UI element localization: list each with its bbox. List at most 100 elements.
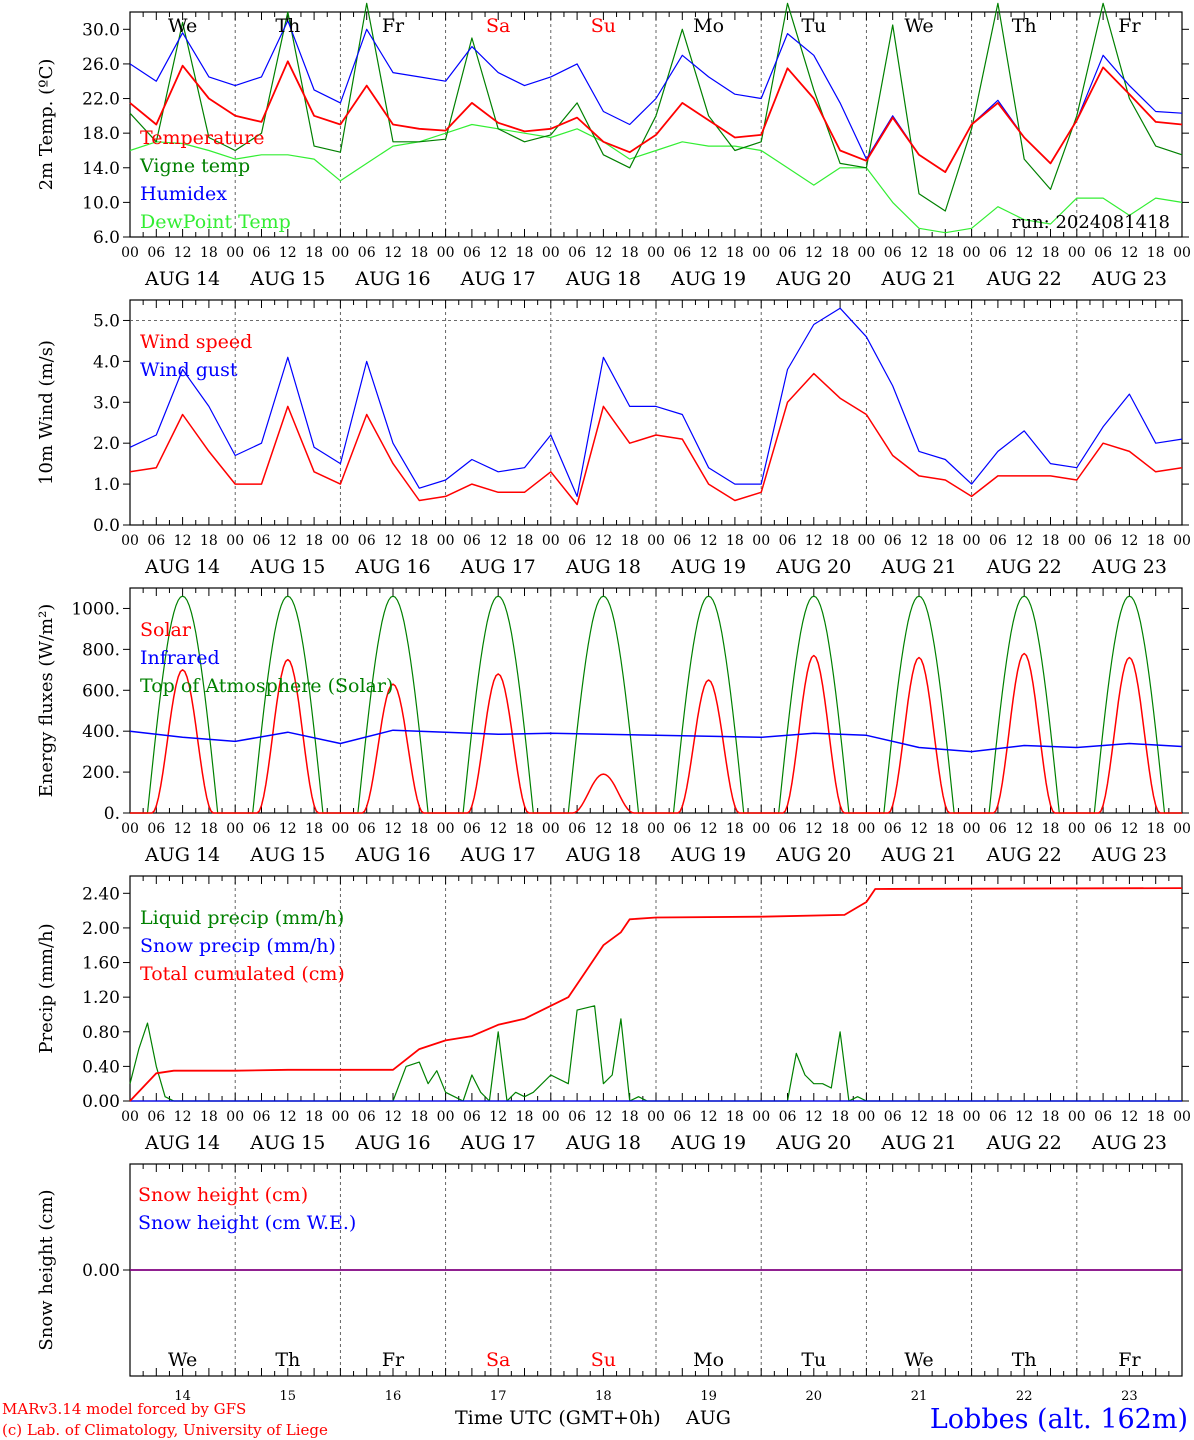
x-hour-tick-label: 00 xyxy=(1173,1109,1191,1125)
x-date-label: AUG 17 xyxy=(460,268,536,290)
x-hour-tick-label: 00 xyxy=(121,821,139,837)
x-hour-tick-label: 00 xyxy=(857,1109,875,1125)
x-hour-tick-label: 12 xyxy=(700,245,718,261)
x-date-label: AUG 20 xyxy=(775,844,851,866)
x-hour-tick-label: 00 xyxy=(963,1109,981,1125)
x-hour-tick-label: 00 xyxy=(542,245,560,261)
x-hour-tick-label: 12 xyxy=(910,821,928,837)
x-hour-tick-label: 00 xyxy=(1173,245,1191,261)
day-number-label: 22 xyxy=(1016,1389,1033,1404)
weekday-label: Fr xyxy=(1118,15,1141,37)
x-hour-tick-label: 00 xyxy=(752,1109,770,1125)
day-number-label: 20 xyxy=(806,1389,823,1404)
x-hour-tick-label: 06 xyxy=(884,1109,902,1125)
series-line-wind-gust xyxy=(129,307,1183,497)
x-date-label: AUG 19 xyxy=(670,1132,746,1154)
x-hour-tick-label: 00 xyxy=(226,1109,244,1125)
x-hour-tick-label: 12 xyxy=(384,821,402,837)
series-line-humidex xyxy=(129,20,1183,173)
x-date-label: AUG 14 xyxy=(144,268,220,290)
weekday-label: Th xyxy=(1012,1349,1037,1371)
x-hour-tick-label: 12 xyxy=(489,821,507,837)
weekday-label: Mo xyxy=(693,15,724,37)
legend-entry: Snow height (cm) xyxy=(138,1184,308,1206)
x-hour-tick-label: 06 xyxy=(989,245,1007,261)
legend-entry: Wind speed xyxy=(140,331,252,353)
x-hour-tick-label: 12 xyxy=(910,245,928,261)
x-date-label: AUG 21 xyxy=(880,844,956,866)
x-hour-tick-label: 12 xyxy=(1120,533,1138,549)
x-hour-tick-label: 18 xyxy=(200,821,218,837)
x-hour-tick-label: 06 xyxy=(463,533,481,549)
x-hour-tick-label: 00 xyxy=(226,821,244,837)
x-hour-tick-label: 18 xyxy=(1042,1109,1060,1125)
x-hour-tick-label: 06 xyxy=(358,533,376,549)
x-date-label: AUG 20 xyxy=(775,268,851,290)
x-date-label: AUG 15 xyxy=(249,844,325,866)
x-hour-tick-label: 12 xyxy=(805,1109,823,1125)
x-hour-tick-label: 18 xyxy=(936,245,954,261)
x-hour-tick-label: 18 xyxy=(516,821,534,837)
x-hour-tick-label: 12 xyxy=(174,1109,192,1125)
x-hour-tick-label: 00 xyxy=(857,245,875,261)
legend-entry: Temperature xyxy=(140,127,264,149)
legend-entry: Infrared xyxy=(140,647,220,669)
x-hour-tick-label: 00 xyxy=(121,533,139,549)
series-line-solar xyxy=(130,652,1182,814)
x-hour-tick-label: 12 xyxy=(384,1109,402,1125)
x-hour-tick-label: 12 xyxy=(700,533,718,549)
x-date-label: AUG 22 xyxy=(986,268,1062,290)
x-hour-tick-label: 06 xyxy=(779,821,797,837)
weekday-label: Th xyxy=(1012,15,1037,37)
x-date-label: AUG 23 xyxy=(1091,556,1167,578)
x-hour-tick-label: 00 xyxy=(437,245,455,261)
run-annotation: run: 2024081418 xyxy=(1012,212,1170,233)
day-number-label: 14 xyxy=(174,1389,191,1404)
legend-entry: Wind gust xyxy=(140,359,238,381)
x-date-label: AUG 16 xyxy=(354,268,430,290)
panel-energy: 0. 200. 400. 600. 800. 1000. Energy fluxes (W/… xyxy=(36,587,1191,866)
x-date-label: AUG 22 xyxy=(986,556,1062,578)
y-tick-label: 800. xyxy=(82,640,120,660)
x-date-label: AUG 21 xyxy=(880,1132,956,1154)
legend-entry: Vigne temp xyxy=(139,155,250,177)
x-hour-tick-label: 00 xyxy=(331,533,349,549)
footer: MARv3.14 model forced by GFS (c) Lab. of … xyxy=(2,1400,1188,1439)
day-number-label: 23 xyxy=(1121,1389,1138,1404)
x-hour-tick-label: 06 xyxy=(884,533,902,549)
x-date-label: AUG 19 xyxy=(670,556,746,578)
x-axis-month: AUG xyxy=(685,1407,731,1429)
x-date-label: AUG 18 xyxy=(565,844,641,866)
x-hour-tick-label: 18 xyxy=(1147,533,1165,549)
x-hour-tick-label: 06 xyxy=(673,245,691,261)
x-hour-tick-label: 18 xyxy=(305,245,323,261)
y-tick-label: 0.00 xyxy=(82,1261,120,1281)
y-tick-label: 2.00 xyxy=(82,919,120,939)
x-hour-tick-label: 12 xyxy=(489,1109,507,1125)
x-date-label: AUG 19 xyxy=(670,268,746,290)
x-hour-tick-label: 12 xyxy=(279,533,297,549)
y-tick-label: 1.20 xyxy=(82,988,120,1008)
y-tick-label: 0.00 xyxy=(82,1092,120,1112)
series-line-wind-speed xyxy=(129,372,1183,506)
x-hour-tick-label: 18 xyxy=(936,821,954,837)
series-line-vigne-temp xyxy=(129,2,1183,212)
x-date-label: AUG 22 xyxy=(986,844,1062,866)
x-hour-tick-label: 06 xyxy=(779,533,797,549)
series-line-dewpoint-temp xyxy=(129,123,1183,234)
x-hour-tick-label: 00 xyxy=(963,821,981,837)
y-tick-label: 26.0 xyxy=(82,55,120,75)
x-hour-tick-label: 00 xyxy=(752,821,770,837)
panel-precip: 0.00 0.40 0.80 1.20 1.60 2.00 2.40 Precip (mm/h… xyxy=(36,875,1191,1154)
x-hour-tick-label: 00 xyxy=(331,1109,349,1125)
panel-snow: 0.00 Snow height (cm) We Th Fr Sa Su Mo Tu We Th Fr… xyxy=(36,1163,1183,1404)
x-hour-tick-label: 18 xyxy=(831,245,849,261)
x-date-label: AUG 18 xyxy=(565,556,641,578)
x-hour-tick-label: 18 xyxy=(516,533,534,549)
y-tick-label: 10.0 xyxy=(82,193,120,213)
x-hour-tick-label: 12 xyxy=(594,245,612,261)
x-date-label: AUG 16 xyxy=(354,1132,430,1154)
x-hour-tick-label: 12 xyxy=(279,1109,297,1125)
x-hour-tick-label: 06 xyxy=(568,245,586,261)
x-hour-tick-label: 18 xyxy=(726,821,744,837)
